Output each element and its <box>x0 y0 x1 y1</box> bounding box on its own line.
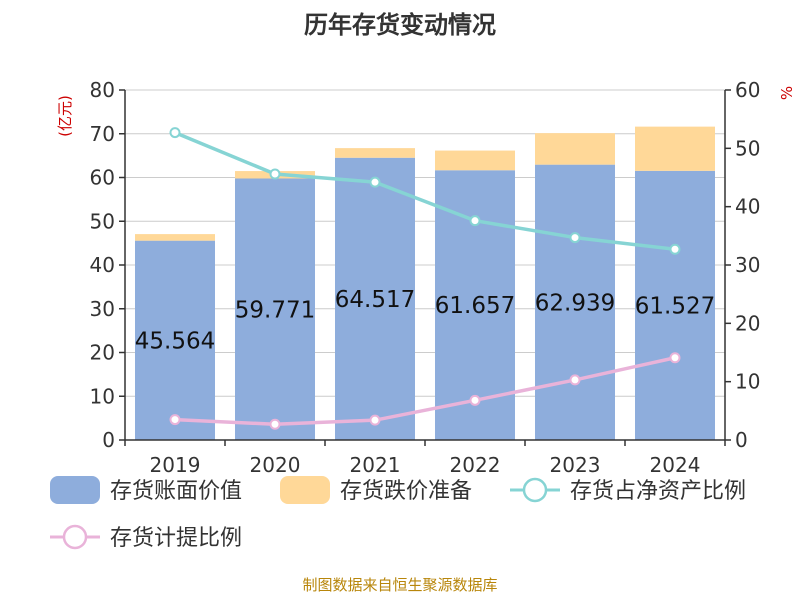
left-tick-label: 50 <box>90 209 115 233</box>
x-tick-label: 2024 <box>650 453 701 477</box>
line-point <box>569 232 581 244</box>
chart-title: 历年存货变动情况 <box>304 11 496 39</box>
line-point <box>369 414 381 426</box>
x-tick-label: 2023 <box>550 453 601 477</box>
bar-data-label: 64.517 <box>335 287 415 313</box>
x-tick-label: 2019 <box>150 453 201 477</box>
right-tick-label: 0 <box>735 428 748 452</box>
right-tick-label: 40 <box>735 195 760 219</box>
bar-labels-layer: 45.564 59.771 64.517 61.657 62.939 61.527 <box>135 287 715 354</box>
left-tick-label: 70 <box>90 122 115 146</box>
bar-data-label: 62.939 <box>535 290 615 316</box>
axes-layer: 0 10 20 30 40 50 60 70 80 0 10 20 30 40 50 60 2019 2020 20… <box>90 78 761 477</box>
bar-segment <box>335 157 415 440</box>
right-tick-label: 60 <box>735 78 760 102</box>
bar-segment <box>135 234 215 241</box>
line-point <box>169 414 181 426</box>
bar-segment <box>635 126 715 171</box>
bar-data-label: 45.564 <box>135 328 215 354</box>
legend-marker <box>522 477 548 503</box>
grid-lines <box>125 89 725 441</box>
left-tick-label: 10 <box>90 384 115 408</box>
left-tick-label: 0 <box>102 428 115 452</box>
x-tick-label: 2021 <box>350 453 401 477</box>
legend-marker <box>62 524 88 550</box>
bar-segment <box>535 133 615 165</box>
bar-segment <box>535 164 615 440</box>
bar-segment <box>135 240 215 440</box>
legend-label: 存货占净资产比例 <box>570 479 746 504</box>
bar-data-label: 61.657 <box>435 293 515 319</box>
left-tick-label: 30 <box>90 297 115 321</box>
line-point <box>469 215 481 227</box>
bar-segment <box>635 170 715 440</box>
bars-layer <box>135 126 715 441</box>
left-tick-label: 60 <box>90 166 115 190</box>
series-line <box>174 130 676 251</box>
source-note: 制图数据来自恒生聚源数据库 <box>302 576 497 594</box>
right-tick-label: 20 <box>735 311 760 335</box>
right-tick-label: 50 <box>735 136 760 160</box>
bar-data-label: 61.527 <box>635 293 715 319</box>
legend-label: 存货跌价准备 <box>340 479 472 504</box>
right-tick-label: 10 <box>735 370 760 394</box>
legend-swatch <box>280 476 330 504</box>
line-point <box>669 352 681 364</box>
line-point <box>269 418 281 430</box>
lines-layer <box>169 127 681 430</box>
left-tick-label: 40 <box>90 253 115 277</box>
line-point <box>369 176 381 188</box>
legend-label: 存货计提比例 <box>110 526 242 551</box>
line-point <box>669 243 681 255</box>
line-point <box>569 374 581 386</box>
left-tick-label: 80 <box>90 78 115 102</box>
legend-label: 存货账面价值 <box>110 479 242 504</box>
line-point <box>469 394 481 406</box>
left-tick-label: 20 <box>90 341 115 365</box>
x-tick-label: 2020 <box>250 453 301 477</box>
x-tick-label: 2022 <box>450 453 501 477</box>
bar-segment <box>235 178 315 440</box>
line-point <box>169 127 181 139</box>
left-axis-unit: (亿元) <box>56 95 74 137</box>
series-line <box>174 356 676 426</box>
bar-data-label: 59.771 <box>235 297 315 323</box>
legend-swatch <box>50 476 100 504</box>
bar-segment <box>435 150 515 171</box>
right-axis-unit: % <box>778 86 796 100</box>
line-point <box>269 168 281 180</box>
right-tick-label: 30 <box>735 253 760 277</box>
bar-segment <box>335 148 415 158</box>
